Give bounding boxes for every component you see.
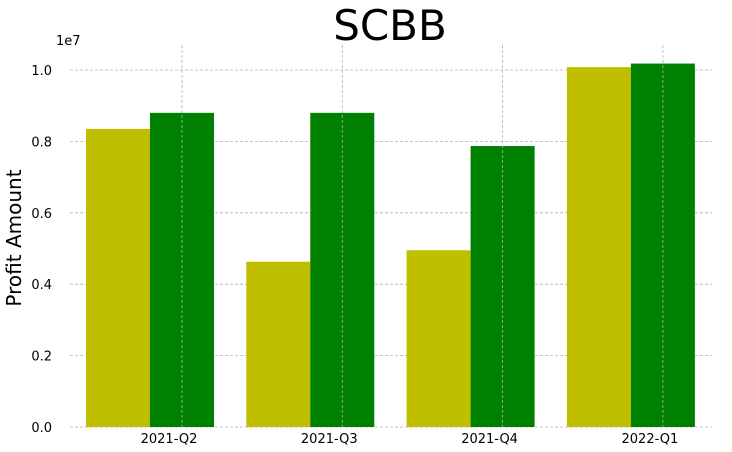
bar-series-2-2021-Q3 <box>310 112 375 427</box>
chart-title: SCBB <box>333 1 447 50</box>
y-tick-label: 0.0 <box>31 421 52 436</box>
y-offset-label: 1e7 <box>56 34 81 49</box>
x-tick-label: 2021-Q2 <box>141 432 198 447</box>
y-tick-label: 0.6 <box>31 207 52 222</box>
bar-series-1-2021-Q2 <box>86 128 150 427</box>
bar-series-1-2022-Q1 <box>566 67 631 427</box>
x-tick-label: 2021-Q4 <box>461 432 518 447</box>
x-tick-label: 2022-Q1 <box>622 432 679 447</box>
y-tick-labels: 0.0 0.2 0.4 0.6 0.8 1.0 <box>31 64 52 436</box>
y-tick-label: 1.0 <box>31 64 52 79</box>
bar-series-1-2021-Q3 <box>246 261 311 427</box>
bars <box>86 63 695 428</box>
bar-series-2-2021-Q2 <box>150 112 214 427</box>
x-tick-label: 2021-Q3 <box>301 432 358 447</box>
x-tick-labels: 2021-Q2 2021-Q3 2021-Q4 2022-Q1 <box>141 432 679 447</box>
y-axis-label: Profit Amount <box>2 169 26 306</box>
y-tick-label: 0.8 <box>31 135 52 150</box>
y-tick-label: 0.2 <box>31 350 52 365</box>
bar-series-1-2021-Q4 <box>406 250 471 427</box>
x-grid-lines <box>181 45 664 427</box>
y-tick-label: 0.4 <box>31 278 52 293</box>
